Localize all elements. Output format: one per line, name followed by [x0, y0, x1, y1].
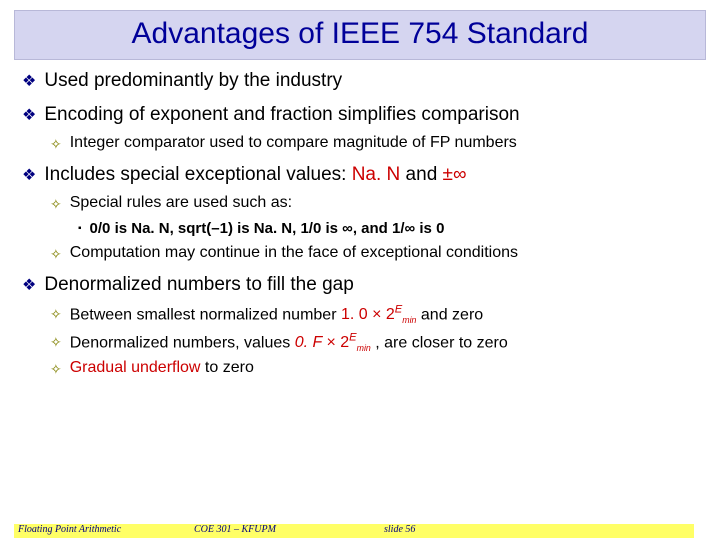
bullet-text: Computation may continue in the face of … — [70, 244, 518, 262]
subscript: min — [357, 343, 371, 353]
bullet-text: Encoding of exponent and fraction simpli… — [44, 104, 519, 126]
bullet-text: Includes special exceptional values: Na.… — [44, 164, 466, 186]
sub-bullet-item: ✧ Between smallest normalized number 1. … — [50, 304, 698, 326]
text-nan: Na. N — [352, 164, 401, 185]
text-fragment: Gradual underflow — [70, 359, 201, 376]
subscript: min — [402, 316, 416, 326]
text-fragment: Includes special exceptional values: — [44, 164, 351, 185]
math-expr: 1. 0 × 2Emin — [341, 306, 416, 323]
sub-bullet-item: ✧ Integer comparator used to compare mag… — [50, 134, 698, 154]
bullet-text: Denormalized numbers, values 0. F × 2Emi… — [70, 332, 508, 354]
text-fragment: and zero — [416, 306, 483, 323]
text-fragment: 2 — [340, 334, 349, 351]
footer-right: slide 56 — [384, 524, 415, 535]
sub-sub-bullet-item: ▪ 0/0 is Na. N, sqrt(–1) is Na. N, 1/0 i… — [78, 220, 698, 238]
bullet-text: Gradual underflow to zero — [70, 359, 254, 377]
bullet-item: ❖ Used predominantly by the industry — [22, 70, 698, 94]
footer-center: COE 301 – KFUPM — [194, 524, 276, 535]
sub-bullet-item: ✧ Computation may continue in the face o… — [50, 244, 698, 264]
sub-bullet-item: ✧ Gradual underflow to zero — [50, 359, 698, 379]
content-area: ❖ Used predominantly by the industry ❖ E… — [0, 70, 720, 379]
sub-bullet-item: ✧ Special rules are used such as: — [50, 194, 698, 214]
text-infinity: ±∞ — [443, 164, 467, 185]
bullet-item: ❖ Encoding of exponent and fraction simp… — [22, 104, 698, 128]
diamond-outline-icon: ✧ — [50, 332, 62, 352]
exponent: E — [395, 304, 402, 316]
text-fragment: 0. F — [295, 334, 327, 351]
math-expr: 0. F × 2Emin — [295, 334, 371, 351]
diamond-icon: ❖ — [22, 164, 36, 188]
sub-bullet-item: ✧ Denormalized numbers, values 0. F × 2E… — [50, 332, 698, 354]
bullet-text: Between smallest normalized number 1. 0 … — [70, 304, 483, 326]
title-band: Advantages of IEEE 754 Standard — [14, 10, 706, 60]
diamond-outline-icon: ✧ — [50, 194, 62, 214]
bullet-item: ❖ Includes special exceptional values: N… — [22, 164, 698, 188]
bullet-text: Special rules are used such as: — [70, 194, 292, 212]
slide: Advantages of IEEE 754 Standard ❖ Used p… — [0, 10, 720, 550]
text-fragment: , are closer to zero — [371, 334, 508, 351]
bullet-text: Denormalized numbers to fill the gap — [44, 274, 353, 296]
diamond-icon: ❖ — [22, 104, 36, 128]
diamond-outline-icon: ✧ — [50, 244, 62, 264]
text-fragment: Denormalized numbers, values — [70, 334, 295, 351]
square-icon: ▪ — [78, 220, 82, 238]
diamond-outline-icon: ✧ — [50, 304, 62, 324]
bullet-text: Integer comparator used to compare magni… — [70, 134, 517, 152]
bullet-text: 0/0 is Na. N, sqrt(–1) is Na. N, 1/0 is … — [90, 220, 445, 237]
text-fragment: × — [326, 334, 340, 351]
text-fragment: to zero — [200, 359, 253, 376]
diamond-icon: ❖ — [22, 274, 36, 298]
footer-left: Floating Point Arithmetic — [18, 524, 121, 535]
text-fragment: and — [400, 164, 442, 185]
diamond-outline-icon: ✧ — [50, 134, 62, 154]
text-fragment: Between smallest normalized number — [70, 306, 341, 323]
bullet-text: Used predominantly by the industry — [44, 70, 342, 92]
bullet-item: ❖ Denormalized numbers to fill the gap — [22, 274, 698, 298]
text-fragment: 1. 0 × 2 — [341, 306, 395, 323]
slide-title: Advantages of IEEE 754 Standard — [132, 17, 589, 50]
footer: Floating Point Arithmetic COE 301 – KFUP… — [14, 522, 706, 540]
exponent: E — [349, 332, 356, 344]
diamond-icon: ❖ — [22, 70, 36, 94]
diamond-outline-icon: ✧ — [50, 359, 62, 379]
